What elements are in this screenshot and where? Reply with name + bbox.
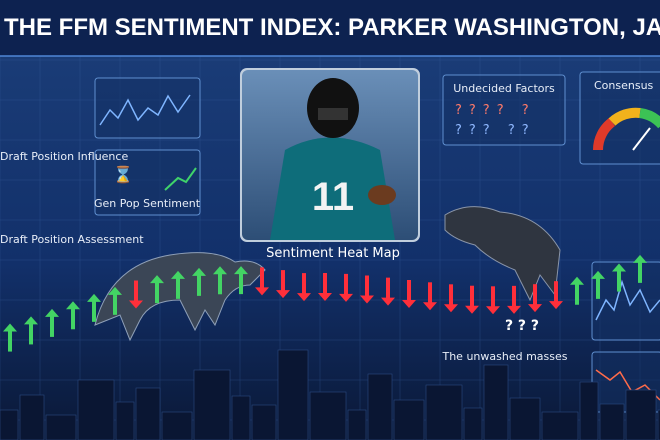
undecided-label: Undecided Factors (453, 82, 555, 95)
chart-panel (591, 261, 660, 341)
building (115, 401, 135, 440)
draft-influence-text: Draft Position Influence (0, 150, 128, 163)
draft-influence-label: Draft Position Influence (0, 150, 128, 163)
gen-pop-label: Gen Pop Sentiment (94, 197, 201, 210)
heat-map-label: Sentiment Heat Map (266, 246, 400, 261)
down-arrow-head (465, 305, 479, 314)
building (251, 404, 277, 440)
down-arrow-head (549, 301, 563, 310)
building (193, 369, 231, 440)
chart-line (99, 94, 191, 126)
up-arrow-head (150, 275, 164, 284)
gauge-needle (632, 127, 651, 151)
question-marks: ? ? ? (505, 318, 539, 334)
up-arrow-head (591, 270, 605, 279)
building (161, 411, 193, 440)
down-arrow-head (507, 305, 521, 314)
up-arrow-head (612, 263, 626, 272)
up-arrow-head (66, 301, 80, 310)
down-arrow-head (297, 293, 311, 302)
jersey-number: 11 (312, 175, 354, 219)
building (657, 409, 660, 440)
building (425, 384, 463, 440)
building (277, 349, 309, 440)
chart-line (595, 369, 660, 401)
building (393, 399, 425, 440)
up-arrow-head (87, 293, 101, 302)
up-arrow-head (234, 266, 248, 275)
draft-assessment-text: Draft Position Assessment (0, 233, 144, 246)
down-arrow-head (255, 287, 269, 296)
up-arrow-head (3, 323, 17, 332)
player-photo: 11 (242, 70, 418, 240)
up-arrow-head (192, 267, 206, 276)
football (368, 185, 396, 205)
down-arrow-head (444, 304, 458, 313)
gauge-green (639, 108, 660, 129)
down-arrow-head (276, 290, 290, 299)
building (579, 381, 599, 440)
up-arrow-head (171, 270, 185, 279)
up-arrow-head (45, 308, 59, 317)
facemask (318, 108, 348, 120)
building (347, 409, 367, 440)
building (509, 397, 541, 440)
undecided-panel (442, 74, 566, 146)
building (625, 389, 657, 440)
down-arrow-head (381, 297, 395, 306)
title-bar (0, 0, 660, 56)
building (309, 391, 347, 440)
down-arrow-head (423, 302, 437, 311)
hourglass-icon: ⌛ (113, 165, 133, 184)
down-arrow-head (129, 300, 143, 309)
title: THE FFM SENTIMENT INDEX: PARKER WASHINGT… (4, 14, 660, 41)
gauge-red (593, 118, 616, 151)
building (77, 379, 115, 440)
building (19, 394, 45, 440)
building (483, 364, 509, 440)
down-arrow-head (528, 304, 542, 313)
consensus-label: Consensus (594, 79, 654, 92)
up-arrow-head (570, 276, 584, 285)
unwashed-label: The unwashed masses (441, 350, 567, 363)
draft-assessment-label: Draft Position Assessment (0, 233, 144, 246)
down-arrow-head (339, 293, 353, 302)
building (0, 409, 19, 440)
down-arrow-head (360, 295, 374, 304)
gen-pop-panel (94, 149, 201, 216)
down-arrow-head (486, 306, 500, 315)
chart-line (595, 279, 660, 321)
bear (444, 206, 561, 302)
up-arrow-head (213, 266, 227, 275)
down-arrow-head (402, 299, 416, 308)
building (599, 403, 625, 440)
gauge-yellow (608, 107, 641, 126)
building (367, 373, 393, 440)
building (231, 395, 251, 440)
city-skyline (0, 349, 660, 440)
up-arrow-head (24, 316, 38, 325)
jersey (270, 137, 395, 240)
up-arrow-head (633, 254, 647, 263)
building (135, 387, 161, 440)
down-arrow-head (318, 293, 332, 302)
question-marks: ???? ? (455, 103, 536, 118)
sentiment-arrows (3, 254, 647, 352)
up-arrow-head (108, 286, 122, 295)
question-marks: ??? ?? (455, 123, 536, 138)
building (463, 407, 483, 440)
trend-arrow (164, 167, 197, 191)
building (541, 411, 579, 440)
building (45, 414, 77, 440)
